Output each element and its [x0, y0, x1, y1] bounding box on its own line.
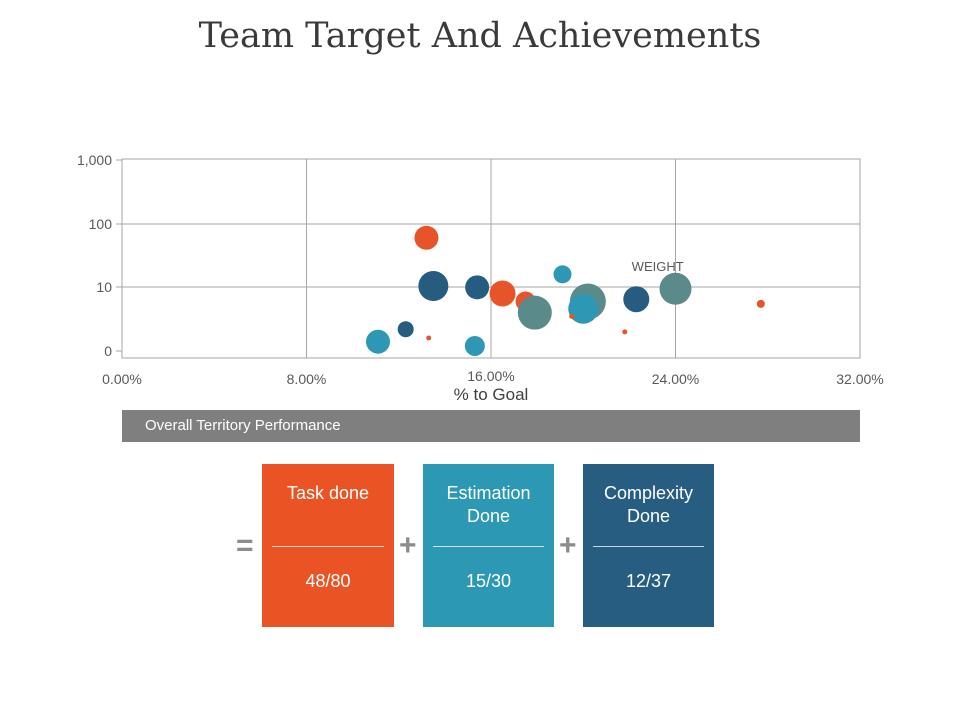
bubble-point [414, 225, 439, 250]
estimation-done-divider [433, 546, 544, 547]
y-tick-label: 1,000 [77, 152, 112, 168]
equals-sign: = [236, 529, 254, 562]
bubble-point [517, 295, 552, 330]
complexity-done-label: Complexity Done [603, 483, 694, 526]
estimation-done-label: Estimation Done [446, 483, 531, 526]
bubble-point [397, 321, 414, 338]
x-tick-label: 32.00% [836, 371, 883, 387]
complexity-done-value: 12/37 [625, 571, 672, 591]
x-tick-label: 16.00% [467, 368, 514, 384]
weight-annotation: WEIGHT [632, 259, 684, 274]
bubble-point [568, 293, 599, 324]
bubble-point [426, 335, 432, 341]
bubble-chart: 0.00% 8.00% 16.00% 24.00% 32.00% 0 10 100 1,000%… [77, 152, 884, 404]
bubble-point [489, 280, 516, 307]
y-tick-label: 100 [89, 216, 113, 232]
bubble-point [418, 270, 449, 301]
bubble-point [465, 275, 490, 300]
bubble-point [464, 335, 485, 356]
task-done-value: 48/80 [305, 571, 351, 591]
page-title: Team Target And Achievements [198, 16, 762, 56]
x-tick-label: 8.00% [287, 371, 327, 387]
y-tick-label: 10 [96, 279, 112, 295]
estimation-done-value: 15/30 [465, 571, 512, 591]
task-done-label: Task done [286, 483, 370, 503]
bubble-point [659, 272, 692, 305]
estimation-done-card: Estimation Done 15/30 [423, 464, 554, 627]
task-done-divider [272, 546, 384, 547]
y-tick-label: 0 [104, 343, 112, 359]
bubble-point [623, 286, 650, 313]
x-axis-title: % to Goal [454, 385, 529, 404]
task-done-card: Task done 48/80 [262, 464, 394, 627]
complexity-done-card: Complexity Done 12/37 [583, 464, 714, 627]
x-tick-label: 0.00% [102, 371, 142, 387]
plus-sign-2: + [559, 529, 577, 562]
x-tick-label: 24.00% [652, 371, 699, 387]
bubble-point [365, 329, 390, 354]
plus-sign-1: + [399, 529, 417, 562]
bubble-point [569, 313, 575, 319]
bubble-point [622, 329, 628, 335]
bubble-point [756, 299, 765, 308]
overall-performance-banner: Overall Territory Performance [122, 410, 860, 442]
complexity-done-divider [593, 546, 704, 547]
bubble-point [553, 265, 572, 284]
